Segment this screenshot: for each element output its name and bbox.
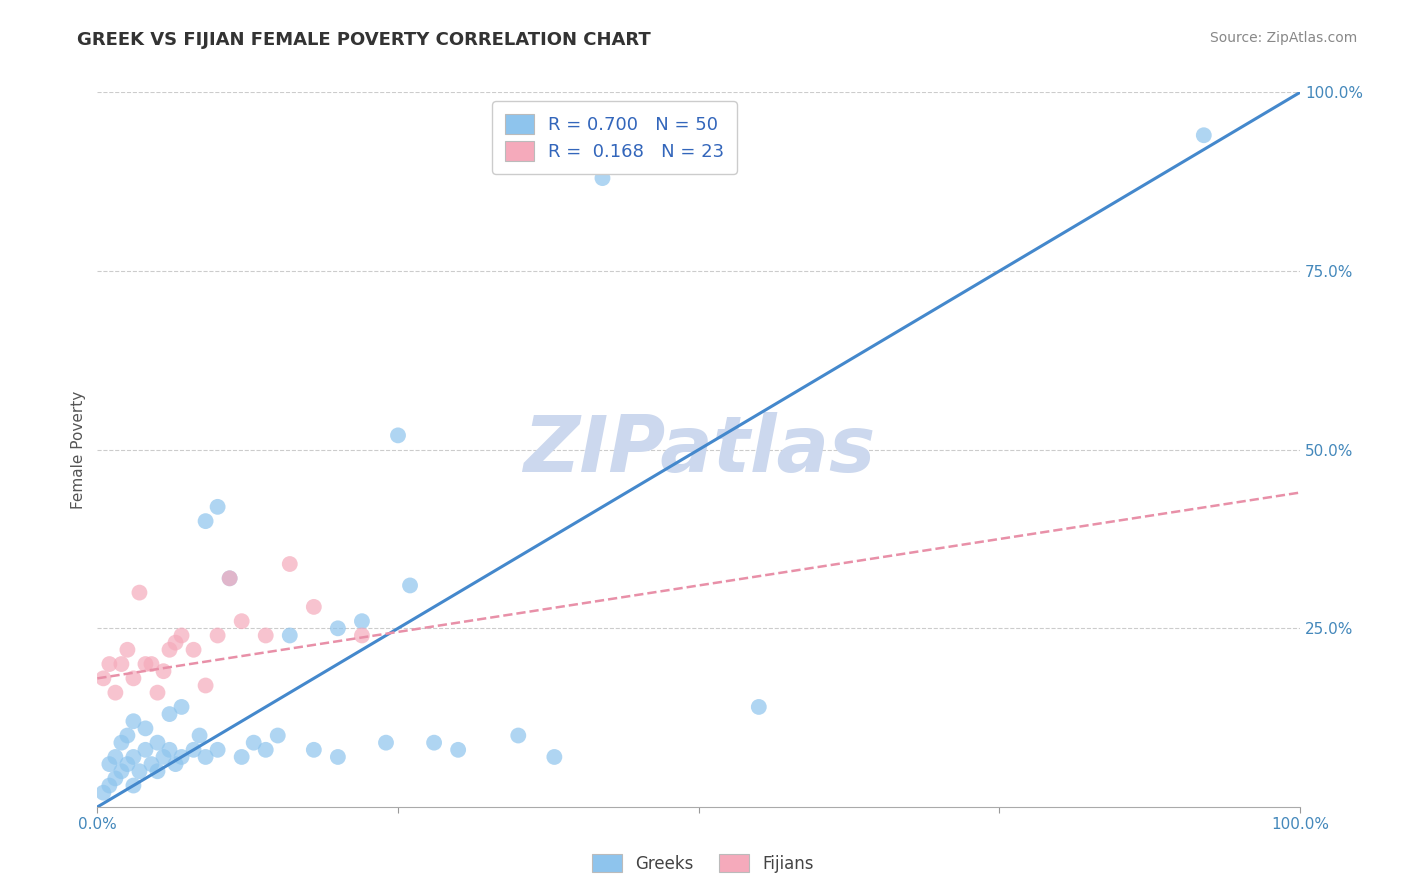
Point [508,729,530,743]
Point [146,764,169,779]
Point [110,736,132,750]
Point [98,757,121,772]
Point [267,729,290,743]
Point [122,671,145,685]
Point [98,779,121,793]
Point [110,657,132,671]
Point [159,707,181,722]
Point [278,628,301,642]
Text: Source: ZipAtlas.com: Source: ZipAtlas.com [1209,31,1357,45]
Point [350,614,373,628]
Point [399,578,422,592]
Point [104,750,127,764]
Point [146,736,169,750]
Point [350,628,373,642]
Point [152,664,174,678]
Point [302,743,325,757]
Text: ZIPatlas: ZIPatlas [523,412,875,488]
Point [302,599,325,614]
Point [326,621,349,635]
Point [98,657,121,671]
Point [543,750,565,764]
Point [110,764,132,779]
Point [134,657,156,671]
Point [117,642,139,657]
Point [117,729,139,743]
Point [218,571,240,585]
Point [146,686,169,700]
Point [447,743,470,757]
Point [194,750,217,764]
Point [170,700,193,714]
Point [159,642,181,657]
Point [194,678,217,692]
Point [93,671,115,685]
Point [122,779,145,793]
Point [128,585,150,599]
Point [134,722,156,736]
Point [170,750,193,764]
Point [93,786,115,800]
Point [218,571,240,585]
Point [165,635,187,649]
Point [122,714,145,729]
Point [141,657,163,671]
Point [128,764,150,779]
Point [207,743,229,757]
Point [117,757,139,772]
Point [254,628,277,642]
Point [104,772,127,786]
Point [592,171,614,186]
Point [231,614,253,628]
Point [254,743,277,757]
Point [134,743,156,757]
Point [183,743,205,757]
Y-axis label: Female Poverty: Female Poverty [72,391,86,508]
Text: GREEK VS FIJIAN FEMALE POVERTY CORRELATION CHART: GREEK VS FIJIAN FEMALE POVERTY CORRELATI… [77,31,651,49]
Point [122,750,145,764]
Legend: R = 0.700   N = 50, R =  0.168   N = 23: R = 0.700 N = 50, R = 0.168 N = 23 [492,102,737,174]
Point [326,750,349,764]
Point [242,736,264,750]
Point [194,514,217,528]
Point [159,743,181,757]
Point [152,750,174,764]
Point [183,642,205,657]
Point [278,557,301,571]
Point [141,757,163,772]
Point [104,686,127,700]
Point [231,750,253,764]
Point [207,500,229,514]
Point [748,700,770,714]
Point [188,729,211,743]
Point [207,628,229,642]
Point [423,736,446,750]
Point [387,428,409,442]
Point [375,736,398,750]
Point [165,757,187,772]
Point [1192,128,1215,143]
Legend: Greeks, Fijians: Greeks, Fijians [585,847,821,880]
Point [170,628,193,642]
